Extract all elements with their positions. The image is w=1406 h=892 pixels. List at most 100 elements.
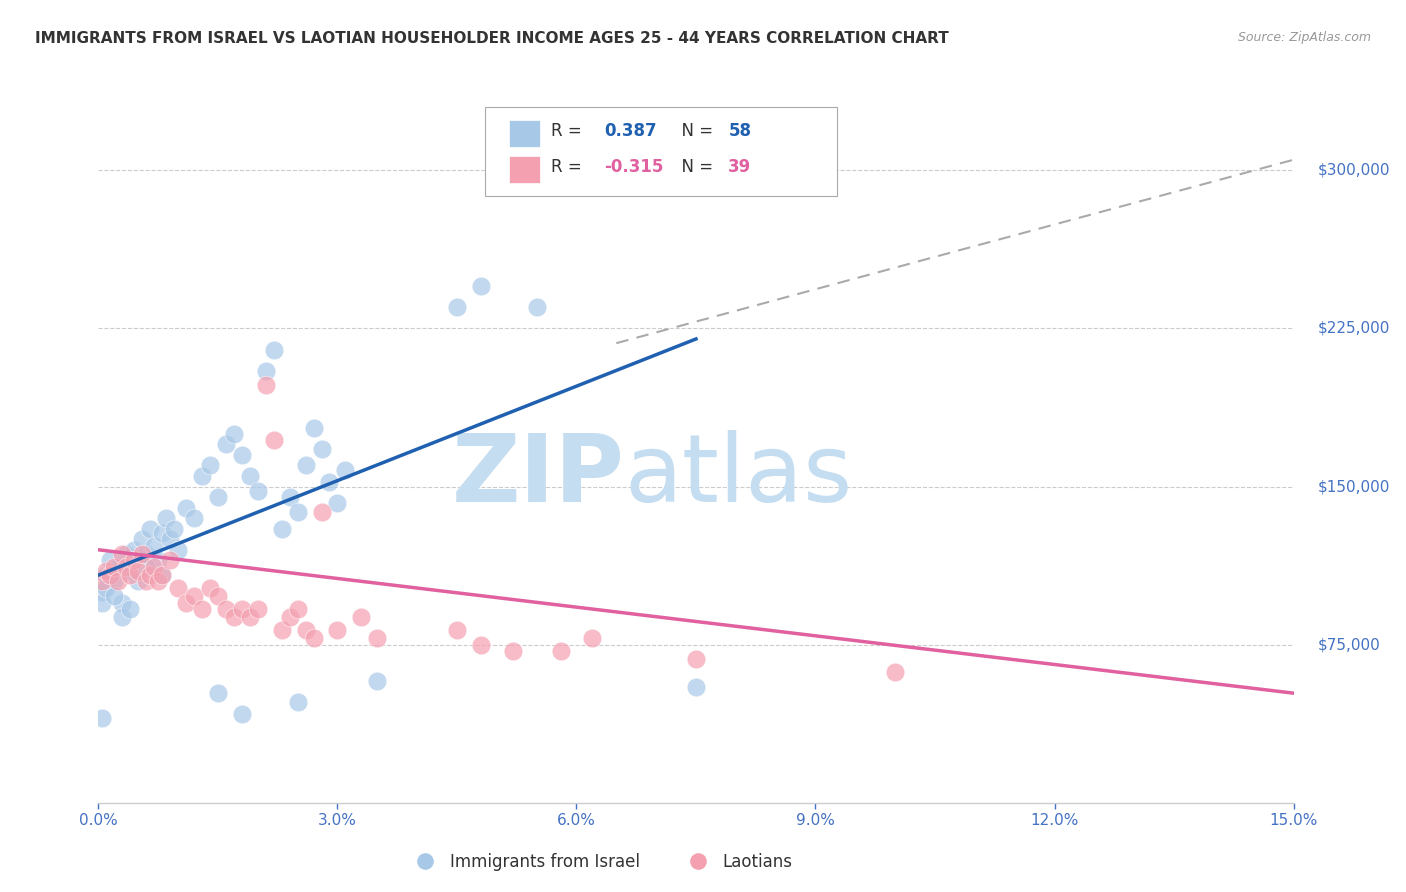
Point	[294, 623, 316, 637]
Point	[167, 581, 190, 595]
Point	[270, 623, 292, 637]
Text: atlas: atlas	[624, 430, 852, 522]
Point	[191, 602, 214, 616]
Point	[91, 574, 114, 589]
Point	[270, 522, 292, 536]
Point	[103, 574, 125, 589]
Point	[884, 665, 907, 679]
Point	[107, 559, 129, 574]
Text: $75,000: $75,000	[1317, 637, 1381, 652]
Point	[91, 585, 114, 599]
Point	[135, 547, 157, 561]
Point	[207, 686, 229, 700]
Point	[263, 433, 285, 447]
Point	[131, 547, 153, 561]
Point	[198, 581, 221, 595]
Point	[111, 610, 134, 624]
Point	[550, 644, 572, 658]
Text: N =: N =	[671, 158, 718, 176]
Text: $225,000: $225,000	[1317, 321, 1389, 336]
Point	[294, 458, 316, 473]
Point	[124, 542, 146, 557]
Text: $150,000: $150,000	[1317, 479, 1389, 494]
Point	[446, 623, 468, 637]
Point	[326, 496, 349, 510]
Text: R =: R =	[551, 158, 588, 176]
Text: N =: N =	[671, 122, 718, 140]
Point	[526, 301, 548, 315]
Point	[120, 564, 142, 578]
Point	[254, 378, 277, 392]
Point	[231, 707, 253, 722]
Point	[350, 610, 373, 624]
Point	[143, 559, 166, 574]
Point	[139, 522, 162, 536]
Point	[111, 547, 134, 561]
Point	[302, 632, 325, 646]
Point	[215, 602, 238, 616]
Point	[302, 420, 325, 434]
Point	[111, 595, 134, 609]
Point	[183, 589, 205, 603]
Point	[287, 695, 309, 709]
Point	[231, 602, 253, 616]
Point	[685, 680, 707, 694]
Point	[96, 564, 118, 578]
Point	[96, 568, 118, 582]
Point	[246, 602, 269, 616]
Point	[163, 522, 186, 536]
Point	[135, 574, 157, 589]
Text: Source: ZipAtlas.com: Source: ZipAtlas.com	[1237, 31, 1371, 45]
Point	[287, 602, 309, 616]
Point	[685, 652, 707, 666]
Point	[167, 542, 190, 557]
Point	[148, 553, 170, 567]
Text: IMMIGRANTS FROM ISRAEL VS LAOTIAN HOUSEHOLDER INCOME AGES 25 - 44 YEARS CORRELAT: IMMIGRANTS FROM ISRAEL VS LAOTIAN HOUSEH…	[35, 31, 949, 46]
Point	[207, 589, 229, 603]
Point	[366, 632, 388, 646]
Point	[131, 533, 153, 547]
Point	[98, 553, 122, 567]
Text: 0.387: 0.387	[605, 122, 657, 140]
Point	[148, 574, 170, 589]
Point	[215, 437, 238, 451]
Point	[124, 553, 146, 567]
Point	[150, 568, 173, 582]
Point	[120, 568, 142, 582]
Point	[174, 500, 197, 515]
Legend: Immigrants from Israel, Laotians: Immigrants from Israel, Laotians	[401, 847, 800, 878]
Point	[470, 279, 492, 293]
Point	[222, 426, 245, 441]
Point	[311, 505, 333, 519]
Point	[135, 559, 157, 574]
Point	[278, 610, 301, 624]
Point	[155, 511, 177, 525]
Point	[159, 533, 181, 547]
Point	[159, 553, 181, 567]
Point	[98, 568, 122, 582]
Point	[326, 623, 349, 637]
Point	[231, 448, 253, 462]
Point	[107, 574, 129, 589]
Point	[183, 511, 205, 525]
Point	[470, 638, 492, 652]
Point	[150, 525, 173, 540]
Point	[366, 673, 388, 688]
Point	[150, 568, 173, 582]
Text: 39: 39	[728, 158, 752, 176]
Text: $300,000: $300,000	[1317, 163, 1391, 178]
Point	[174, 595, 197, 609]
Point	[127, 574, 149, 589]
Text: R =: R =	[551, 122, 588, 140]
Point	[254, 363, 277, 377]
Point	[143, 539, 166, 553]
Point	[502, 644, 524, 658]
Point	[96, 581, 118, 595]
Point	[246, 483, 269, 498]
Point	[207, 490, 229, 504]
Point	[263, 343, 285, 357]
Point	[239, 610, 262, 624]
Point	[239, 469, 262, 483]
Point	[115, 559, 138, 574]
Point	[278, 490, 301, 504]
